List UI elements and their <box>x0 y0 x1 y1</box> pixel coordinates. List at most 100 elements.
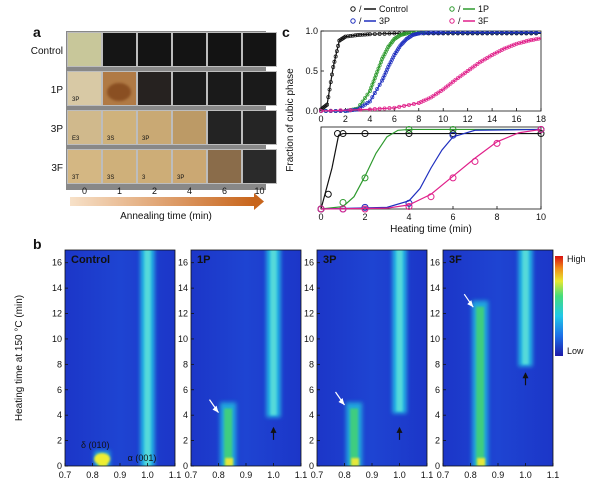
data-marker-3f <box>361 205 369 213</box>
series-marker <box>431 30 436 35</box>
series-marker <box>360 32 365 37</box>
series-marker <box>524 39 529 44</box>
legend-marker <box>350 18 356 24</box>
series-marker <box>453 77 458 82</box>
series-marker <box>407 102 411 107</box>
series-marker <box>382 106 387 111</box>
sample-mark: 3P <box>142 136 149 142</box>
tick-label: 4 <box>187 186 192 196</box>
film-tile <box>173 33 206 66</box>
series-marker <box>441 87 446 92</box>
legend-slash: / <box>458 4 461 14</box>
y-tick-label: 12 <box>430 309 440 319</box>
series-marker <box>397 104 402 109</box>
film-tile <box>243 72 276 105</box>
series-marker <box>433 30 438 35</box>
data-marker-control <box>361 130 369 138</box>
row-label-3p: 3P <box>51 124 64 135</box>
sample-mark: 3P <box>72 97 79 103</box>
y-tick-label: 10 <box>304 334 314 344</box>
series-marker <box>451 30 455 35</box>
y-tick-label: 4 <box>435 410 440 420</box>
series-marker <box>468 67 473 72</box>
series-marker <box>372 76 377 81</box>
series-marker <box>485 30 490 35</box>
heatmap-content <box>346 250 407 466</box>
series-marker <box>519 30 524 35</box>
x-tick-label: 6 <box>450 212 455 222</box>
series-marker <box>421 31 426 36</box>
film-tile <box>138 72 171 105</box>
y-tick-label: 16 <box>430 258 440 268</box>
legend-slash: / <box>359 16 362 26</box>
x-tick-label: 6 <box>392 114 397 124</box>
series-marker <box>325 102 330 107</box>
black-arrow-head <box>270 426 277 433</box>
heatmap-1p: 1P 0 2 4 6 8 10 12 14 16 0.7 0.8 0.9 1.0 1.1 <box>178 249 308 480</box>
colorbar-high-label: High <box>567 254 586 264</box>
tick-label: 2 <box>152 186 157 196</box>
series-marker <box>458 74 463 79</box>
series-marker <box>378 60 383 65</box>
x-tick-label: 10 <box>536 212 546 222</box>
series-marker <box>392 31 397 36</box>
x-tick-label: 1.1 <box>295 470 308 480</box>
film-tile <box>138 111 171 144</box>
series-marker <box>333 54 338 59</box>
x-tick-label: 0.9 <box>114 470 127 480</box>
series-marker <box>504 45 509 50</box>
y-tick-label: 0 <box>183 461 188 471</box>
y-tick-label: 0.5 <box>305 66 318 76</box>
series-line-control <box>320 32 541 110</box>
heatmap-background <box>443 250 553 466</box>
series-marker <box>429 30 433 35</box>
series-marker <box>328 80 333 84</box>
sample-mark: E3 <box>72 136 80 142</box>
film-tile <box>68 150 101 183</box>
series-marker <box>353 33 358 38</box>
x-tick-label: 4 <box>367 114 372 124</box>
legend-label-3p: 3P <box>379 16 390 26</box>
series-marker <box>455 76 460 80</box>
x-tick-label: 0 <box>318 212 323 222</box>
data-marker-control <box>324 190 332 198</box>
series-marker <box>529 30 534 35</box>
series-marker <box>455 30 460 35</box>
sample-mark: 3S <box>107 136 114 142</box>
y-tick-label: 10 <box>178 334 188 344</box>
x-tick-label: 1.1 <box>547 470 560 480</box>
series-marker <box>426 30 431 35</box>
x-tick-label: 0.7 <box>59 470 72 480</box>
data-marker-1p <box>405 125 413 133</box>
x-tick-label: 0.7 <box>311 470 324 480</box>
series-marker <box>495 30 499 35</box>
heatmap-title: Control <box>71 254 110 266</box>
film-tile <box>243 33 276 66</box>
series-marker <box>338 108 343 113</box>
legend-slash: / <box>359 4 362 14</box>
heatmap-background <box>65 250 175 466</box>
series-marker <box>334 49 339 54</box>
y-tick-label: 8 <box>183 359 188 369</box>
x-tick-label: 0.9 <box>492 470 505 480</box>
series-marker <box>446 30 451 35</box>
film-tile <box>173 72 206 105</box>
heatmap-title: 3P <box>323 254 336 266</box>
legend-label-1p: 1P <box>478 4 489 14</box>
tick-label: 0 <box>82 186 87 196</box>
series-marker <box>490 30 495 35</box>
data-marker-3f <box>427 193 435 201</box>
annealing-arrow-shaft <box>70 197 254 206</box>
y-tick-label: 12 <box>178 309 188 319</box>
series-marker <box>402 103 407 108</box>
series-marker <box>407 31 411 36</box>
series-marker <box>460 30 465 35</box>
colorbar-low-label: Low <box>567 346 584 356</box>
data-marker-control <box>339 130 347 138</box>
y-tick-label: 8 <box>309 359 314 369</box>
film-tile <box>243 150 276 183</box>
x-tick-label: 0.9 <box>366 470 379 480</box>
y-tick-label: 14 <box>178 283 188 293</box>
y-tick-label: 10 <box>430 334 440 344</box>
y-tick-label: 2 <box>57 436 62 446</box>
